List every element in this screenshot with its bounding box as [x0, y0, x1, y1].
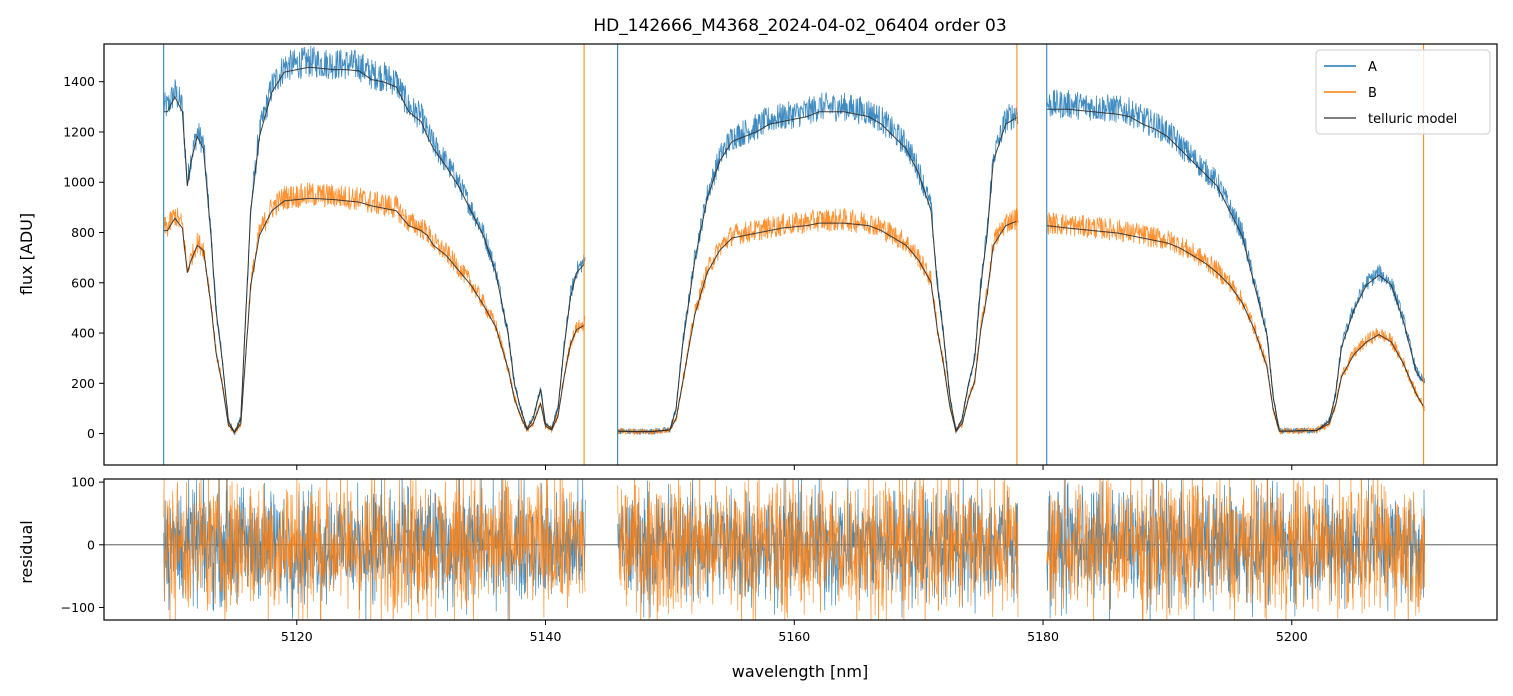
flux-y-tick-label-200: 200 [71, 376, 95, 391]
series-a-flux-segment-2 [1046, 89, 1425, 435]
chart-title: HD_142666_M4368_2024-04-02_06404 order 0… [593, 16, 1006, 36]
flux-y-tick-label-1200: 1200 [63, 124, 95, 139]
residual-y-axis-label: residual [17, 520, 36, 583]
residual-b-segment-2 [1046, 479, 1426, 620]
series-a-flux-segment-0 [163, 45, 586, 436]
legend: A B telluric model [1315, 49, 1491, 135]
x-tick-label-5120: 5120 [281, 629, 313, 644]
flux-panel-series [163, 44, 1425, 465]
flux-y-tick-label-400: 400 [71, 326, 95, 341]
residual-b-segment-1 [617, 479, 1019, 620]
series-a-flux-segment-1 [617, 92, 1019, 436]
residual-panel-frame [103, 478, 1498, 621]
legend-label-a: A [1368, 60, 1377, 75]
telluric-model-a-segment-0 [163, 66, 586, 434]
telluric-model-b-segment-1 [617, 220, 1018, 433]
residual-y-tick-label--100: −100 [61, 600, 95, 615]
residual-panel-series [104, 479, 1497, 620]
telluric-model-a-segment-2 [1046, 108, 1425, 432]
residual-y-tick-label-100: 100 [71, 475, 95, 490]
series-b-flux-segment-1 [617, 207, 1019, 436]
flux-y-axis-label: flux [ADU] [17, 213, 36, 295]
x-tick-label-5160: 5160 [778, 629, 810, 644]
flux-y-tick-label-1000: 1000 [63, 175, 95, 190]
flux-y-tick-label-0: 0 [87, 426, 95, 441]
series-b-flux-segment-2 [1046, 212, 1425, 436]
series-b-flux-segment-0 [163, 182, 586, 436]
flux-panel-frame [103, 43, 1498, 466]
telluric-model-b-segment-0 [163, 197, 585, 434]
flux-y-tick-label-800: 800 [71, 225, 95, 240]
x-tick-label-5180: 5180 [1027, 629, 1059, 644]
x-tick-label-5140: 5140 [530, 629, 562, 644]
x-axis-label: wavelength [nm] [732, 662, 869, 681]
telluric-model-a-segment-1 [617, 111, 1018, 433]
flux-y-tick-label-1400: 1400 [63, 74, 95, 89]
residual-y-tick-label-0: 0 [87, 537, 95, 552]
legend-label-b: B [1368, 86, 1377, 101]
legend-box [1315, 49, 1491, 135]
residual-b-segment-0 [163, 479, 586, 620]
x-tick-label-5200: 5200 [1276, 629, 1308, 644]
axis-ticks: 5120 5140 5160 5180 520002004006008001000120… [61, 74, 1308, 644]
telluric-model-b-segment-2 [1046, 225, 1425, 432]
legend-label-telluric-model: telluric model [1368, 112, 1457, 127]
flux-y-tick-label-600: 600 [71, 275, 95, 290]
